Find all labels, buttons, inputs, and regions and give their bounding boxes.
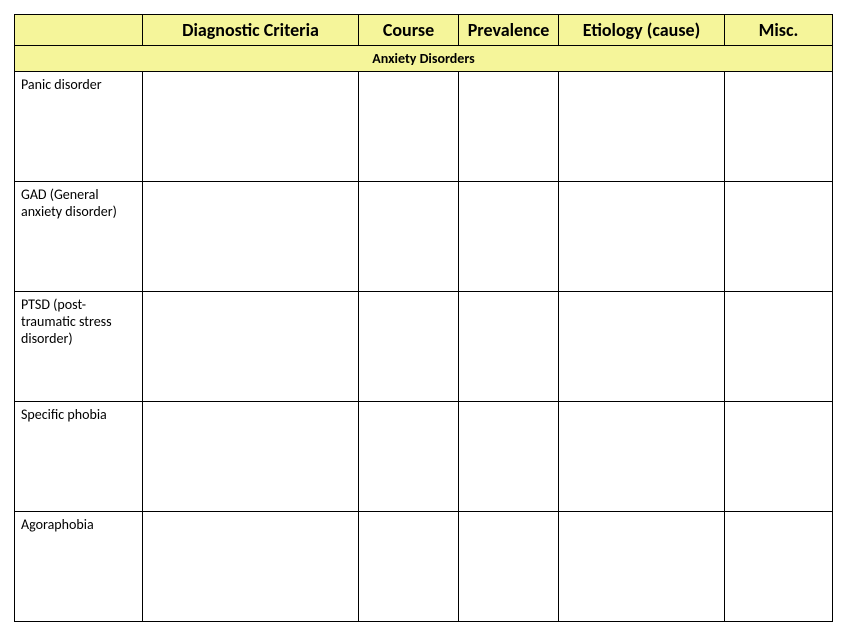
table-row: PTSD (post-traumatic stress disorder) [15,292,833,402]
table-row: Specific phobia [15,402,833,512]
row-label: GAD (General anxiety disorder) [15,182,143,292]
cell-course [359,182,459,292]
col-header-etiology: Etiology (cause) [559,15,725,46]
cell-etiology [559,292,725,402]
cell-prevalence [459,72,559,182]
cell-diagnostic [143,182,359,292]
cell-misc [725,72,833,182]
cell-diagnostic [143,292,359,402]
cell-prevalence [459,512,559,622]
table-row: GAD (General anxiety disorder) [15,182,833,292]
table-header-row: Diagnostic Criteria Course Prevalence Et… [15,15,833,46]
cell-diagnostic [143,72,359,182]
col-header-course: Course [359,15,459,46]
cell-diagnostic [143,512,359,622]
section-row: Anxiety Disorders [15,46,833,72]
anxiety-disorders-table: Diagnostic Criteria Course Prevalence Et… [14,14,833,622]
cell-prevalence [459,182,559,292]
cell-prevalence [459,402,559,512]
cell-course [359,402,459,512]
cell-etiology [559,72,725,182]
row-label: Specific phobia [15,402,143,512]
cell-course [359,72,459,182]
cell-course [359,292,459,402]
cell-etiology [559,402,725,512]
cell-etiology [559,512,725,622]
table-row: Panic disorder [15,72,833,182]
row-label: Agoraphobia [15,512,143,622]
row-label: Panic disorder [15,72,143,182]
cell-misc [725,402,833,512]
section-title: Anxiety Disorders [15,46,833,72]
cell-misc [725,512,833,622]
col-header-misc: Misc. [725,15,833,46]
col-header-label [15,15,143,46]
cell-course [359,512,459,622]
table-row: Agoraphobia [15,512,833,622]
cell-diagnostic [143,402,359,512]
row-label: PTSD (post-traumatic stress disorder) [15,292,143,402]
cell-misc [725,292,833,402]
col-header-diagnostic: Diagnostic Criteria [143,15,359,46]
col-header-prevalence: Prevalence [459,15,559,46]
cell-misc [725,182,833,292]
cell-prevalence [459,292,559,402]
cell-etiology [559,182,725,292]
